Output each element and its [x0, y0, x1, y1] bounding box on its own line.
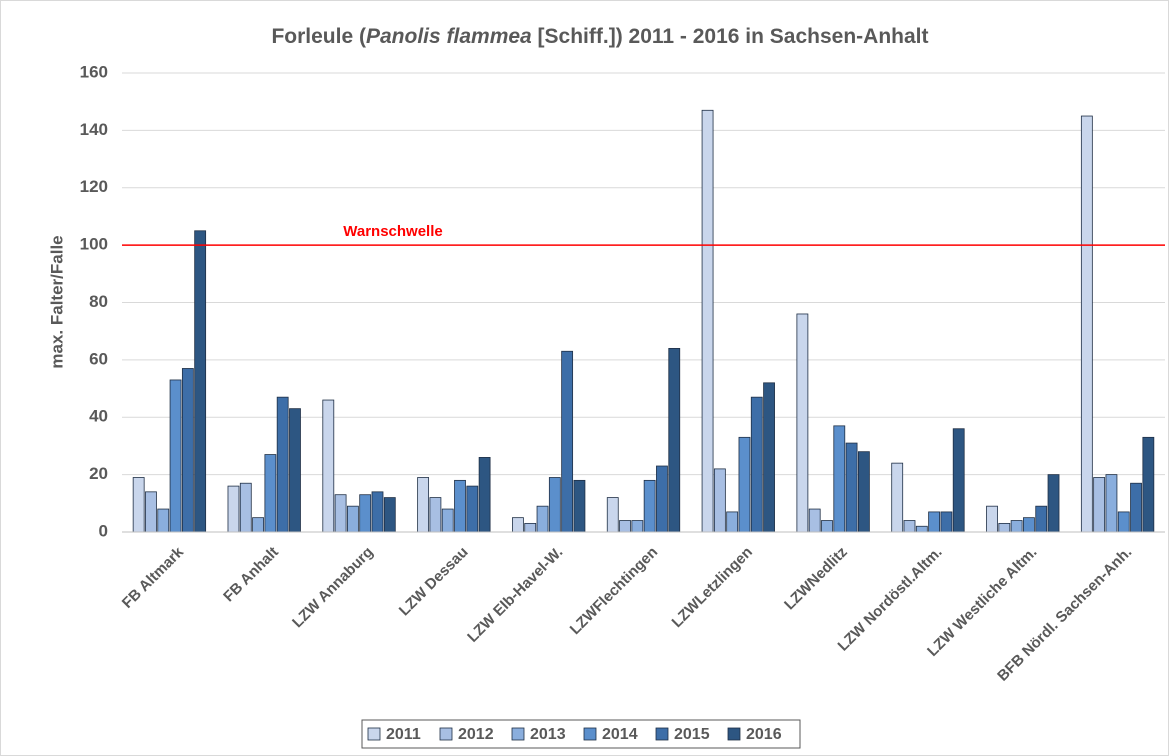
bar	[371, 491, 384, 533]
bar	[1023, 517, 1035, 533]
y-tick-label: 120	[80, 177, 108, 196]
bar	[606, 497, 619, 533]
legend-label: 2012	[458, 726, 494, 743]
bar	[478, 457, 491, 533]
bar	[986, 505, 998, 533]
bar	[289, 408, 301, 533]
bar	[808, 508, 821, 533]
bar	[239, 482, 252, 533]
y-tick-label: 100	[80, 235, 108, 254]
legend-swatch	[511, 727, 525, 741]
bar	[169, 379, 182, 533]
bar	[796, 313, 809, 533]
bar	[264, 454, 277, 533]
bar	[276, 396, 289, 533]
bar	[1093, 477, 1106, 533]
bar	[998, 522, 1011, 533]
legend-label: 2011	[386, 726, 421, 743]
bar	[1035, 505, 1048, 533]
bar	[454, 479, 466, 533]
legend-label: 2015	[674, 726, 710, 743]
legend-label: 2013	[530, 726, 566, 743]
bar	[561, 350, 574, 533]
y-tick-label: 160	[80, 62, 108, 81]
bar	[726, 511, 739, 533]
bar	[631, 520, 644, 533]
bar	[1010, 520, 1023, 533]
bar	[227, 485, 240, 533]
legend-label: 2016	[746, 726, 782, 743]
bar	[915, 525, 928, 533]
bar	[1142, 436, 1155, 533]
bar	[857, 451, 870, 533]
bar	[441, 508, 454, 533]
bar	[833, 425, 846, 533]
title-part: Forleule (	[271, 25, 366, 48]
bar	[821, 520, 833, 533]
bar	[619, 520, 631, 533]
bar	[738, 436, 751, 533]
bar	[1117, 511, 1130, 533]
bar	[891, 462, 904, 533]
bar	[466, 485, 479, 533]
bar	[417, 477, 430, 533]
y-tick-label: 60	[89, 349, 108, 368]
bar	[940, 511, 953, 533]
bar	[928, 511, 941, 533]
bar	[194, 230, 207, 533]
bar	[668, 347, 681, 533]
bar	[252, 517, 264, 533]
bar	[383, 497, 396, 533]
bar	[334, 494, 347, 533]
bar	[713, 468, 726, 533]
title-part: [Schiff.]) 2011 - 2016 in Sachsen-Anhalt	[532, 25, 929, 48]
bar	[524, 522, 537, 533]
y-tick-label: 0	[99, 521, 108, 540]
legend-swatch	[583, 727, 597, 741]
title-part: Panolis flammea	[366, 25, 532, 48]
bar	[322, 399, 335, 533]
bar	[1130, 482, 1142, 533]
bar	[1047, 474, 1060, 533]
threshold-label: Warnschwelle	[343, 223, 442, 240]
legend-swatch	[439, 727, 453, 741]
y-tick-label: 140	[80, 120, 108, 139]
bar	[1105, 474, 1118, 533]
legend-label: 2014	[602, 726, 638, 743]
bar	[643, 479, 656, 533]
y-tick-label: 40	[89, 407, 108, 426]
y-axis-label: max. Falter/Falle	[47, 235, 66, 368]
bar	[1080, 115, 1093, 533]
bar	[132, 477, 145, 533]
bar	[512, 517, 524, 533]
bar	[346, 505, 359, 533]
y-tick-label: 20	[89, 464, 108, 483]
bar	[181, 368, 194, 533]
bar	[750, 396, 763, 533]
bar	[536, 505, 549, 533]
legend-swatch	[655, 727, 669, 741]
bar	[903, 520, 916, 533]
legend-swatch	[727, 727, 741, 741]
bar	[429, 497, 442, 533]
bar	[145, 491, 157, 533]
legend-box	[361, 719, 801, 749]
bar	[952, 428, 965, 533]
chart-title: Forleule (Panolis flammea [Schiff.]) 201…	[271, 25, 928, 48]
bar	[573, 479, 586, 533]
bar	[763, 382, 775, 533]
bar	[157, 508, 170, 533]
bar	[701, 109, 714, 533]
y-tick-label: 80	[89, 292, 108, 311]
bar	[548, 477, 561, 533]
bar	[845, 442, 858, 533]
legend-swatch	[367, 727, 381, 741]
bar	[359, 494, 372, 533]
bar	[656, 465, 668, 533]
